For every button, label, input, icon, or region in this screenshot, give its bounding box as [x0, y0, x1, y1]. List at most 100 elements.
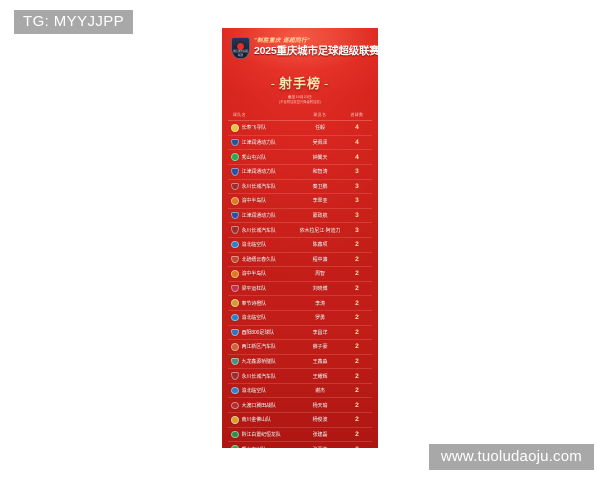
team-badge-icon: [231, 197, 239, 205]
cell-player-name: 秦卫鹏: [312, 183, 328, 190]
team-badge-icon: [231, 240, 239, 249]
cell-goals-count: 4: [355, 124, 359, 132]
cell-goals-count: 3: [355, 182, 359, 190]
section-header: - 射手榜 - 截至10月23日 (不含附加赛暨升降级附加赛): [222, 73, 378, 105]
cell-goals-count: 3: [355, 212, 359, 220]
team-badge-icon: [231, 153, 239, 161]
team-badge-icon: [231, 401, 239, 410]
team-name-label: 秀山屯兴队: [242, 446, 267, 448]
team-name-label: 渝中半岛队: [241, 271, 267, 278]
team-name-label: 两江新区汽车队: [241, 344, 276, 351]
cell-player-name: 蒙政航: [312, 213, 328, 220]
cell-team: 长寿飞寻队: [231, 124, 295, 132]
team-badge-icon: [231, 357, 239, 366]
team-badge-icon: [231, 255, 239, 264]
team-name-label: 黔江白置纪恒龙队: [241, 431, 281, 438]
cell-team: 两江新区汽车队: [231, 343, 295, 351]
team-badge-icon: [231, 313, 239, 322]
cell-team: 渝北临空队: [231, 313, 295, 322]
scorer-table: 球队名 球员名 进球数 长寿飞寻队 任毅 4 江津润通动力队 吴佩泽 4 秀山屯兴队 钟翼天 4…: [228, 113, 372, 448]
team-name-label: 渝北临空队: [241, 315, 267, 322]
cell-player-name: 吴佩泽: [312, 140, 328, 147]
table-row: 梁平运杠队 刘晓博 2: [228, 282, 372, 297]
table-row: 大渡口冀田战队 杨天瑜 2: [228, 398, 372, 414]
team-name-label: 永川长城汽车队: [241, 227, 276, 234]
cell-player-name: 李涛: [315, 300, 325, 307]
table-row: 秀山屯兴队 张嘉荣2: [228, 442, 372, 448]
cell-player-name: 程中濂: [312, 256, 328, 263]
cell-player-name: 谢杰: [315, 388, 325, 395]
team-badge-icon: [231, 372, 239, 380]
title-dash-left: -: [270, 76, 276, 91]
cell-player-name: 李昌洋: [312, 329, 328, 336]
team-name-label: 大渡口冀田战队: [241, 402, 276, 409]
tg-tag-overlay: TG: MYYJJPP: [14, 10, 134, 34]
cell-player-name: 薛子豪: [312, 344, 328, 351]
team-badge-icon: [231, 124, 239, 132]
cell-team: 渝中半岛队: [231, 270, 295, 278]
cell-player-name: 罗勇: [315, 315, 325, 322]
cell-player-name: 和智涛: [312, 169, 328, 176]
table-row: 永川长城汽车队 王耀辉 2: [228, 369, 372, 384]
column-header-player: 球员名: [313, 113, 327, 118]
team-name-label: 南川金佛山队: [241, 417, 271, 424]
table-row: 渝北临空队 谢杰 2: [228, 384, 372, 399]
cell-goals-count: 2: [355, 430, 359, 438]
cell-team: 梁平运杠队: [231, 284, 295, 293]
cell-team: 江津润通动力队: [231, 168, 295, 176]
cell-goals-count: 2: [355, 270, 359, 278]
table-row: 北碚缙云春久队 程中濂 2: [228, 253, 372, 268]
cell-goals-count: 2: [355, 285, 359, 293]
team-badge-icon: [231, 299, 239, 307]
team-name-label: 永川长城汽车队: [241, 183, 276, 190]
cell-goals-count: 2: [355, 241, 359, 249]
cell-goals-count: 2: [355, 416, 359, 424]
team-name-label: 长寿飞寻队: [241, 125, 267, 132]
table-row: 南川金佛山队 杨俊波 2: [228, 413, 372, 428]
table-row: 永川长城汽车队 秦卫鹏 3: [228, 180, 372, 195]
cell-goals-count: 2: [355, 372, 359, 380]
cell-player-name: 钟翼天: [312, 154, 328, 161]
table-row: 江津润通动力队 和智涛 3: [228, 165, 372, 180]
team-name-label: 九龙鑫源桥隧队: [241, 358, 276, 365]
table-row: 黔江白置纪恒龙队 张建磊 2: [228, 428, 372, 443]
table-header-row: 球队名 球员名 进球数: [228, 113, 372, 122]
cell-team: 江津润通动力队: [231, 211, 295, 220]
cell-player-name: 王鑫淼: [312, 358, 328, 365]
team-name-label: 江津润通动力队: [241, 213, 276, 220]
cell-team: 九龙鑫源桥隧队: [231, 357, 295, 366]
cell-team: 秀山屯兴队: [231, 153, 295, 161]
cell-team: 北碚缙云春久队: [231, 255, 295, 264]
section-subtitle-note: (不含附加赛暨升降级附加赛): [279, 100, 321, 105]
team-name-label: 酉阳800足球队: [241, 329, 275, 336]
table-row: 九龙鑫源桥隧队 王鑫淼 2: [228, 355, 372, 370]
masthead-text-block: "制胜重庆 逐超同行" 2025重庆城市足球超级联赛: [254, 38, 378, 58]
cell-goals-count: 2: [355, 357, 359, 365]
competition-logo-text: 重庆城市超级联赛: [233, 50, 248, 57]
cell-player-name: 杨天瑜: [312, 402, 328, 409]
cell-team: 永川长城汽车队: [231, 226, 295, 234]
team-badge-icon: [231, 284, 239, 293]
cell-goals-count: 2: [345, 446, 369, 448]
team-badge-icon: [231, 386, 239, 395]
team-badge-icon: [231, 328, 239, 337]
poster-main-title: 2025重庆城市足球超级联赛: [254, 45, 378, 58]
table-row: 江津润通动力队 吴佩泽 4: [228, 136, 372, 151]
cell-team: 渝北临空队: [231, 386, 295, 395]
team-badge-icon: [231, 211, 239, 220]
cell-team: 渝中半岛队: [231, 197, 295, 205]
table-row: 渝中半岛队 李翠亚 3: [228, 194, 372, 209]
cell-goals-count: 4: [355, 153, 359, 161]
cell-goals-count: 3: [355, 226, 359, 234]
team-name-label: 江津润通动力队: [241, 140, 276, 147]
column-header-goals: 进球数: [350, 113, 364, 118]
team-badge-icon: [231, 430, 239, 439]
table-body: 长寿飞寻队 任毅 4 江津润通动力队 吴佩泽 4 秀山屯兴队 钟翼天 4 江津润通动力队 和智涛 3 永…: [228, 121, 372, 448]
cell-team: 永川长城汽车队: [231, 372, 295, 380]
cell-goals-count: 2: [355, 328, 359, 336]
cell-team: 奉节诗橙队: [231, 299, 295, 307]
cell-goals-count: 3: [355, 197, 359, 205]
table-row: 渝北临空队 陈鑫项 2: [228, 238, 372, 253]
cell-player-name: 杨俊波: [312, 417, 328, 424]
team-badge-icon: [231, 343, 239, 351]
